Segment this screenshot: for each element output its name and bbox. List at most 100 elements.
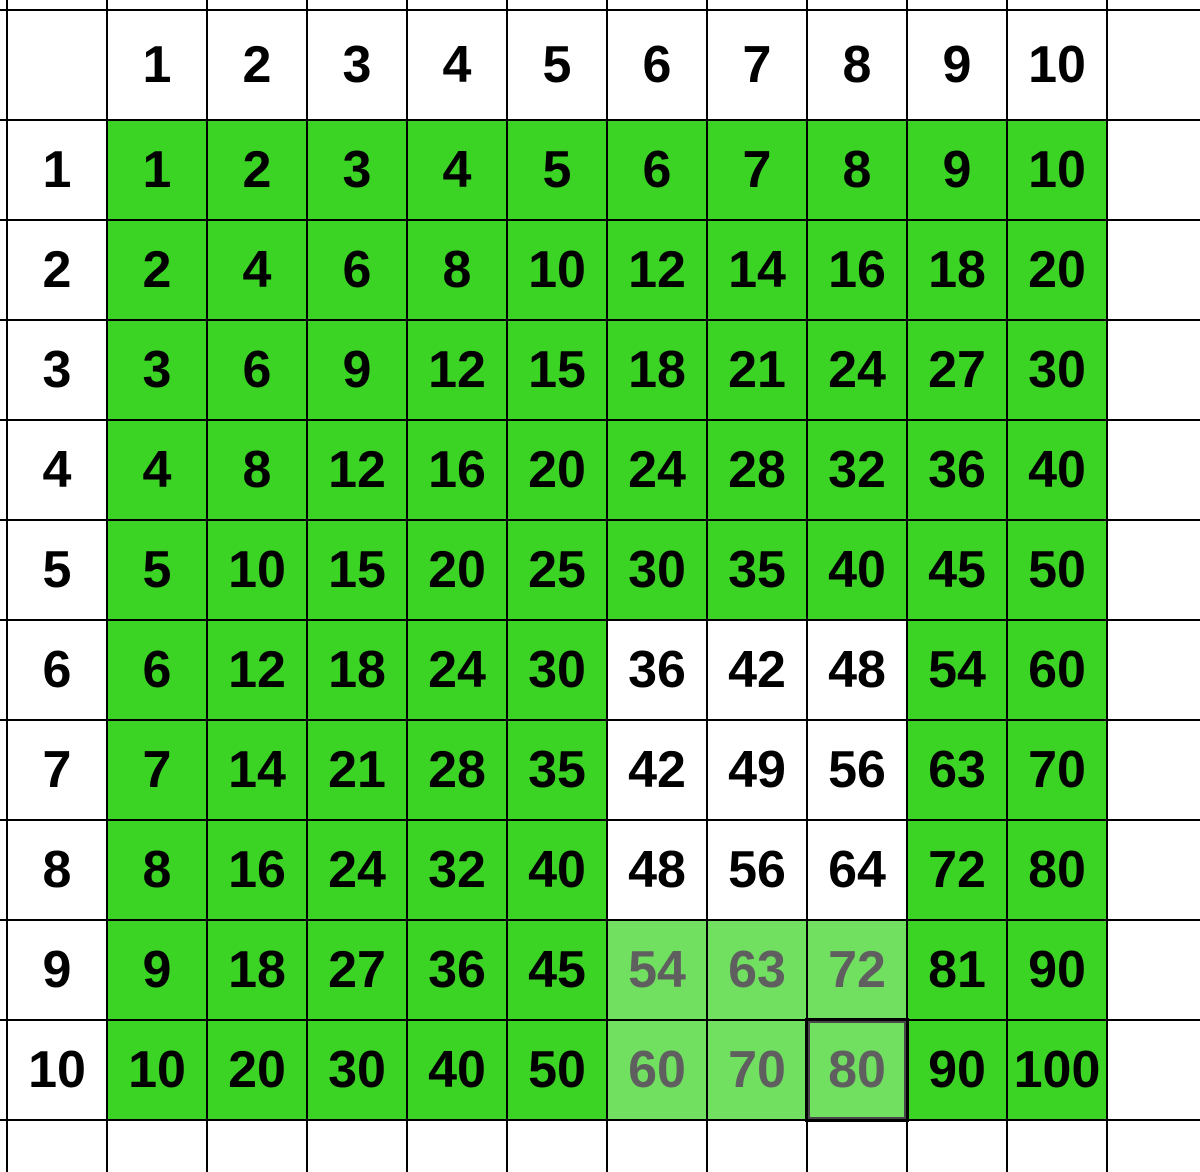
empty-cell bbox=[0, 0, 7, 10]
data-cell: 16 bbox=[407, 420, 507, 520]
empty-cell bbox=[7, 1120, 107, 1172]
data-cell: 42 bbox=[707, 620, 807, 720]
data-cell: 10 bbox=[1007, 120, 1107, 220]
empty-cell bbox=[307, 1120, 407, 1172]
row-header: 1 bbox=[7, 120, 107, 220]
row-header: 4 bbox=[7, 420, 107, 520]
row-header: 5 bbox=[7, 520, 107, 620]
empty-cell bbox=[1107, 720, 1200, 820]
data-cell: 9 bbox=[907, 120, 1007, 220]
data-cell: 27 bbox=[307, 920, 407, 1020]
data-cell: 14 bbox=[207, 720, 307, 820]
data-cell: 16 bbox=[807, 220, 907, 320]
data-cell: 21 bbox=[307, 720, 407, 820]
column-header: 3 bbox=[307, 10, 407, 120]
data-cell: 18 bbox=[307, 620, 407, 720]
empty-cell bbox=[607, 0, 707, 10]
empty-cell bbox=[0, 1120, 7, 1172]
empty-cell bbox=[0, 920, 7, 1020]
empty-cell bbox=[807, 0, 907, 10]
data-cell: 3 bbox=[107, 320, 207, 420]
empty-cell bbox=[1107, 320, 1200, 420]
row-header: 2 bbox=[7, 220, 107, 320]
empty-cell bbox=[1107, 0, 1200, 10]
data-cell: 6 bbox=[207, 320, 307, 420]
data-cell: 30 bbox=[307, 1020, 407, 1120]
data-cell: 6 bbox=[307, 220, 407, 320]
empty-cell bbox=[7, 0, 107, 10]
data-cell: 40 bbox=[507, 820, 607, 920]
empty-cell bbox=[0, 10, 7, 120]
empty-cell bbox=[407, 0, 507, 10]
data-cell: 30 bbox=[607, 520, 707, 620]
data-cell: 24 bbox=[607, 420, 707, 520]
data-cell: 40 bbox=[1007, 420, 1107, 520]
data-cell: 4 bbox=[207, 220, 307, 320]
data-cell: 36 bbox=[607, 620, 707, 720]
data-cell: 12 bbox=[207, 620, 307, 720]
empty-cell bbox=[0, 520, 7, 620]
empty-cell bbox=[1107, 520, 1200, 620]
column-header: 9 bbox=[907, 10, 1007, 120]
data-cell: 27 bbox=[907, 320, 1007, 420]
data-cell: 80 bbox=[807, 1020, 907, 1120]
data-cell: 2 bbox=[207, 120, 307, 220]
data-cell: 5 bbox=[507, 120, 607, 220]
empty-cell bbox=[907, 1120, 1007, 1172]
data-cell: 16 bbox=[207, 820, 307, 920]
data-cell: 12 bbox=[407, 320, 507, 420]
data-cell: 18 bbox=[207, 920, 307, 1020]
empty-cell bbox=[1107, 220, 1200, 320]
data-cell: 36 bbox=[907, 420, 1007, 520]
data-cell: 30 bbox=[507, 620, 607, 720]
data-cell: 60 bbox=[607, 1020, 707, 1120]
column-header: 4 bbox=[407, 10, 507, 120]
data-cell: 24 bbox=[807, 320, 907, 420]
data-cell: 6 bbox=[107, 620, 207, 720]
empty-cell bbox=[1107, 620, 1200, 720]
data-cell: 60 bbox=[1007, 620, 1107, 720]
data-cell: 72 bbox=[807, 920, 907, 1020]
data-cell: 15 bbox=[307, 520, 407, 620]
data-cell: 48 bbox=[607, 820, 707, 920]
empty-cell bbox=[507, 1120, 607, 1172]
data-cell: 35 bbox=[507, 720, 607, 820]
data-cell: 64 bbox=[807, 820, 907, 920]
empty-cell bbox=[0, 420, 7, 520]
empty-cell bbox=[1107, 420, 1200, 520]
data-cell: 36 bbox=[407, 920, 507, 1020]
empty-cell bbox=[1107, 820, 1200, 920]
data-cell: 90 bbox=[907, 1020, 1007, 1120]
data-cell: 10 bbox=[107, 1020, 207, 1120]
empty-cell bbox=[0, 320, 7, 420]
data-cell: 10 bbox=[207, 520, 307, 620]
column-header: 1 bbox=[107, 10, 207, 120]
data-cell: 50 bbox=[507, 1020, 607, 1120]
column-header: 2 bbox=[207, 10, 307, 120]
data-cell: 30 bbox=[1007, 320, 1107, 420]
multiplication-table-grid: 1234567891011234567891022468101214161820… bbox=[0, 0, 1200, 1172]
data-cell: 90 bbox=[1007, 920, 1107, 1020]
data-cell: 12 bbox=[607, 220, 707, 320]
data-cell: 54 bbox=[607, 920, 707, 1020]
data-cell: 6 bbox=[607, 120, 707, 220]
data-cell: 12 bbox=[307, 420, 407, 520]
empty-cell bbox=[807, 1120, 907, 1172]
data-cell: 70 bbox=[1007, 720, 1107, 820]
empty-cell bbox=[707, 0, 807, 10]
data-cell: 35 bbox=[707, 520, 807, 620]
data-cell: 9 bbox=[107, 920, 207, 1020]
data-cell: 70 bbox=[707, 1020, 807, 1120]
data-cell: 24 bbox=[407, 620, 507, 720]
data-cell: 32 bbox=[807, 420, 907, 520]
empty-cell bbox=[0, 820, 7, 920]
empty-cell bbox=[0, 720, 7, 820]
empty-cell bbox=[107, 1120, 207, 1172]
row-header: 10 bbox=[7, 1020, 107, 1120]
column-header: 5 bbox=[507, 10, 607, 120]
data-cell: 56 bbox=[807, 720, 907, 820]
data-cell: 2 bbox=[107, 220, 207, 320]
empty-cell bbox=[1107, 10, 1200, 120]
data-cell: 63 bbox=[907, 720, 1007, 820]
data-cell: 45 bbox=[907, 520, 1007, 620]
